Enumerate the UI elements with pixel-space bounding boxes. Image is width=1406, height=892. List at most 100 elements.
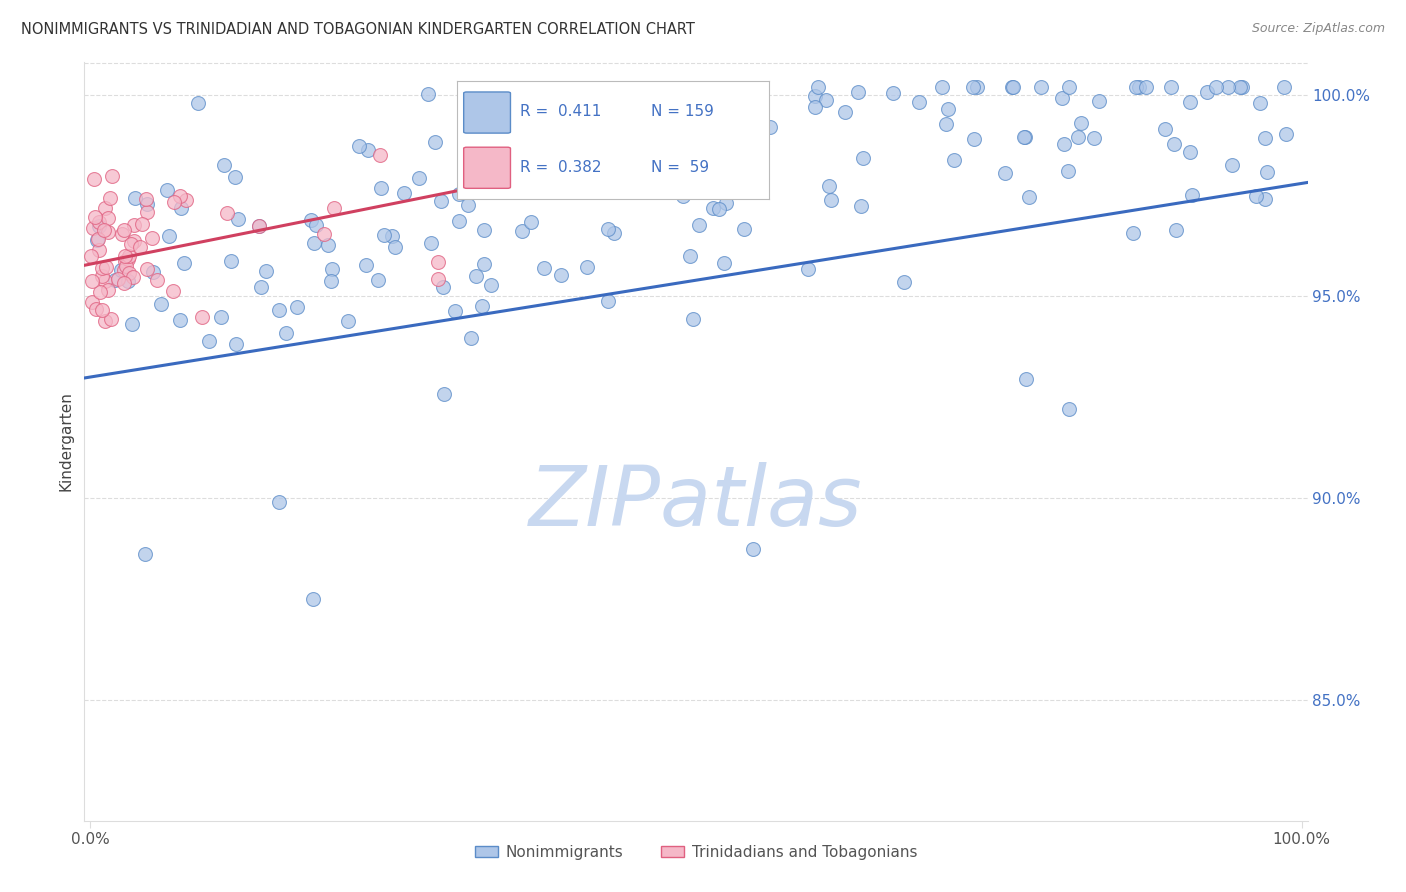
Point (456, 169, 478, 183)
Point (142, 265, 165, 279)
Point (713, 256, 735, 270)
Point (225, 336, 247, 351)
Point (247, 219, 270, 234)
Point (474, 223, 496, 237)
Point (86, 302, 108, 317)
Point (87, 219, 110, 233)
Point (759, 120, 782, 135)
Point (94, 274, 117, 288)
Point (100, 311, 122, 326)
Point (115, 259, 138, 273)
Point (1160, 79, 1182, 94)
Point (797, 261, 820, 276)
Point (419, 235, 441, 250)
Point (803, 100, 825, 114)
Point (107, 271, 129, 285)
Point (479, 277, 502, 292)
Point (84, 210, 107, 224)
Point (688, 219, 710, 233)
Point (1180, 95, 1202, 110)
Point (1181, 188, 1204, 202)
Point (714, 196, 737, 211)
Point (110, 263, 132, 277)
Point (97, 211, 120, 226)
Point (966, 79, 988, 94)
Point (80, 294, 103, 309)
Point (336, 314, 359, 328)
Point (512, 224, 534, 238)
Point (908, 95, 931, 109)
Point (169, 188, 191, 202)
Point (488, 107, 510, 121)
Point (1128, 79, 1150, 94)
Point (118, 249, 141, 263)
Point (1057, 79, 1080, 94)
Point (520, 215, 543, 229)
Point (191, 310, 214, 325)
Point (367, 273, 389, 287)
Point (1083, 131, 1105, 145)
Point (523, 182, 546, 196)
Point (314, 227, 336, 241)
Point (602, 226, 624, 240)
Point (87, 232, 110, 246)
Point (247, 219, 270, 234)
Point (321, 262, 343, 277)
Point (114, 249, 136, 263)
Point (392, 186, 415, 200)
Point (443, 303, 465, 318)
Text: NONIMMIGRANTS VS TRINIDADIAN AND TOBAGONIAN KINDERGARTEN CORRELATION CHART: NONIMMIGRANTS VS TRINIDADIAN AND TOBAGON… (21, 22, 695, 37)
Point (1218, 79, 1240, 94)
Point (1164, 223, 1187, 237)
Point (169, 313, 191, 327)
Point (82, 221, 104, 235)
Point (90, 268, 112, 283)
Point (631, 116, 654, 130)
Point (1057, 164, 1080, 178)
Point (323, 202, 346, 216)
Point (209, 310, 232, 325)
Point (156, 183, 179, 197)
Point (1178, 145, 1201, 159)
Point (1195, 85, 1218, 99)
Point (124, 234, 146, 248)
Point (695, 168, 717, 182)
Point (91, 302, 114, 317)
Point (1001, 79, 1024, 94)
Point (672, 188, 695, 202)
Point (96, 260, 118, 275)
Point (1001, 79, 1024, 94)
Point (250, 280, 273, 294)
Point (1154, 122, 1177, 136)
Point (136, 204, 159, 219)
Point (104, 273, 127, 287)
Point (146, 273, 169, 287)
Point (935, 117, 957, 131)
Point (254, 264, 277, 278)
Point (304, 236, 326, 251)
Point (134, 548, 156, 562)
Text: Source: ZipAtlas.com: Source: ZipAtlas.com (1251, 22, 1385, 36)
Point (697, 112, 720, 126)
Point (851, 199, 873, 213)
Point (285, 300, 308, 314)
Point (472, 257, 495, 271)
Point (1274, 127, 1296, 141)
Point (131, 217, 153, 231)
Point (533, 260, 555, 275)
Text: ZIPatlas: ZIPatlas (529, 462, 863, 542)
Point (702, 201, 724, 215)
Point (83, 171, 105, 186)
Point (1050, 91, 1073, 105)
Point (598, 293, 620, 308)
Point (741, 542, 763, 557)
Point (1014, 129, 1036, 144)
Point (226, 211, 249, 226)
Point (733, 221, 755, 235)
Point (682, 311, 704, 326)
Point (1059, 402, 1081, 417)
Point (432, 280, 454, 294)
Point (1230, 79, 1253, 94)
Y-axis label: Kindergarten: Kindergarten (58, 392, 73, 491)
Point (1122, 226, 1144, 240)
